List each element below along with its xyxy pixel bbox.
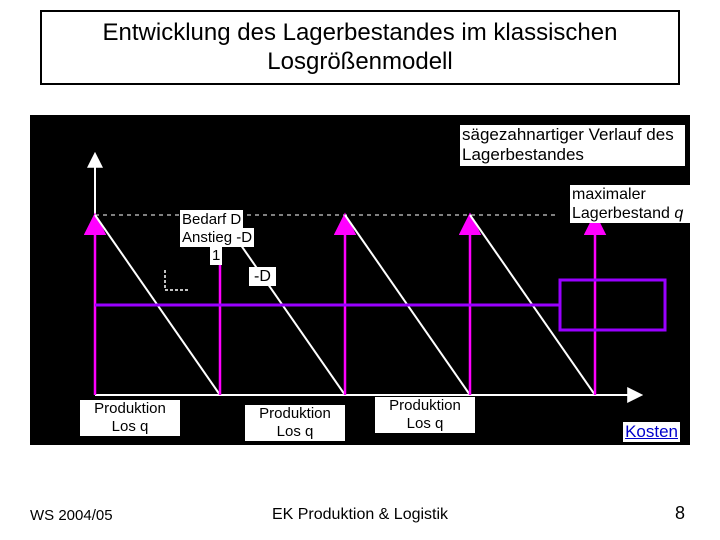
production-1: Produktion Los q	[80, 400, 180, 436]
slide-title: Entwicklung des Lagerbestandes im klassi…	[52, 19, 668, 77]
slope-label: -D	[249, 267, 276, 286]
annotation-max-q: q	[674, 205, 683, 222]
annotation-max-text: maximaler Lagerbestand	[572, 186, 670, 222]
annotation-sawtooth: sägezahnartiger Verlauf des Lagerbestand…	[460, 125, 685, 166]
title-box: Entwicklung des Lagerbestandes im klassi…	[40, 10, 680, 85]
bedarf-line3: 1	[210, 246, 222, 265]
production-3: Produktion Los q	[375, 397, 475, 433]
annotation-max: maximaler Lagerbestand q	[570, 185, 690, 223]
production-2: Produktion Los q	[245, 405, 345, 441]
footer-right: 8	[675, 503, 685, 524]
kosten-link[interactable]: Kosten	[623, 422, 680, 442]
diagram-area: sägezahnartiger Verlauf des Lagerbestand…	[30, 115, 690, 445]
bedarf-line2: Anstieg -D	[180, 228, 254, 247]
bedarf-line1: Bedarf D	[180, 210, 243, 229]
footer-center: EK Produktion & Logistik	[0, 506, 720, 524]
